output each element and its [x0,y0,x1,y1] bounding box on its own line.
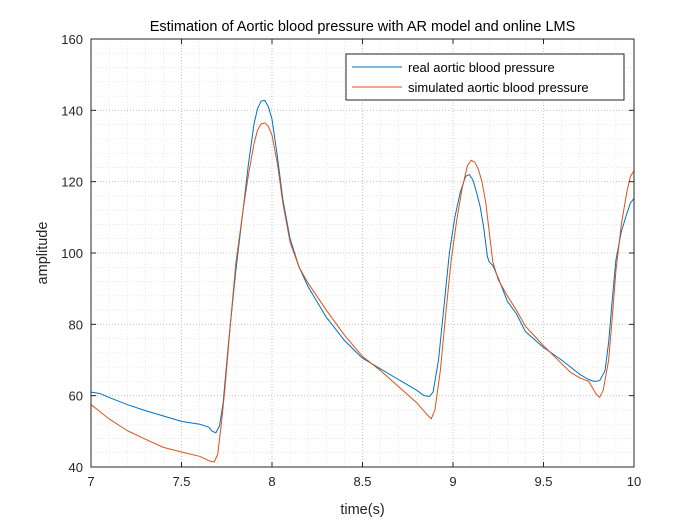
y-tick-label: 140 [61,103,83,118]
x-tick-label: 9 [449,474,456,489]
grid [90,38,635,468]
x-tick-label: 8 [268,474,275,489]
y-tick-label: 160 [61,32,83,47]
x-tick-label: 7.5 [172,474,190,489]
y-tick-label: 60 [69,389,83,404]
chart-title: Estimation of Aortic blood pressure with… [150,19,576,35]
series-line-simulated [90,122,635,463]
legend-label-simulated: simulated aortic blood pressure [408,80,589,95]
y-tick-label: 80 [69,317,83,332]
series-layer [90,99,635,463]
y-tick-label: 40 [69,460,83,475]
x-tick-label: 8.5 [353,474,371,489]
x-tick-label: 7 [87,474,94,489]
x-tick-label: 9.5 [534,474,552,489]
x-axis-label: time(s) [340,502,384,518]
legend-label-real: real aortic blood pressure [408,60,555,75]
series-line-real [90,99,635,434]
y-tick-label: 100 [61,246,83,261]
y-tick-label: 120 [61,175,83,190]
legend: real aortic blood pressure simulated aor… [345,53,625,101]
ticks: 7 7.5 8 8.5 9 9.5 10 40 60 80 100 120 140 160 [61,32,641,489]
x-tick-label: 10 [627,474,641,489]
legend-box [345,53,625,101]
y-axis-label: amplitude [35,222,51,285]
